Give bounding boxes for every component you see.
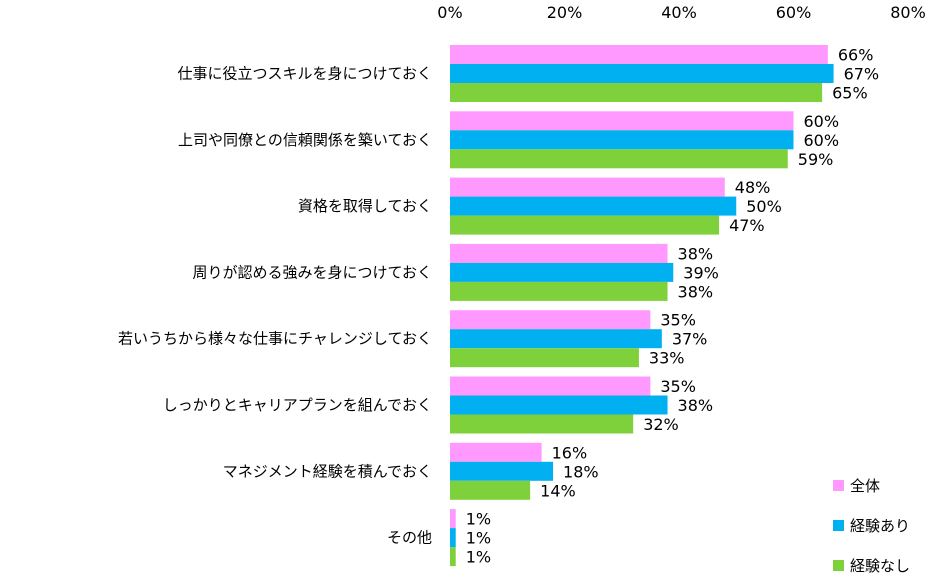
legend-swatch: [833, 480, 844, 491]
data-labels: 66%60%48%38%35%35%16%1%67%60%50%39%37%38…: [466, 46, 879, 567]
category-label: 上司や同僚との信頼関係を築いておく: [178, 131, 432, 149]
x-tick-label: 0%: [437, 3, 462, 22]
category-label: その他: [387, 529, 432, 547]
bar: [450, 281, 668, 301]
data-label: 60%: [804, 131, 840, 150]
bar: [450, 111, 794, 131]
data-label: 18%: [563, 462, 599, 481]
bar: [450, 329, 662, 349]
bar: [450, 149, 788, 169]
bar: [450, 528, 456, 548]
category-label: 周りが認める強みを身につけておく: [192, 263, 432, 281]
bar: [450, 310, 651, 330]
data-label: 60%: [804, 112, 840, 131]
category-label: 仕事に役立つスキルを身につけておく: [177, 65, 432, 83]
bar: [450, 442, 542, 462]
bar: [450, 83, 823, 102]
bar: [450, 243, 668, 263]
legend-label: 全体: [850, 477, 880, 495]
data-label: 37%: [672, 330, 708, 349]
bar: [450, 196, 737, 216]
bar: [450, 376, 651, 396]
data-label: 67%: [844, 65, 880, 84]
bar: [450, 461, 554, 481]
data-label: 16%: [552, 443, 588, 462]
legend-label: 経験あり: [850, 517, 910, 535]
data-label: 1%: [466, 548, 491, 567]
bar: [450, 414, 634, 434]
data-label: 14%: [540, 481, 576, 500]
data-label: 1%: [466, 510, 491, 529]
bar: [450, 348, 639, 368]
legend-label: 経験なし: [850, 557, 910, 575]
data-label: 47%: [729, 216, 765, 235]
legend-swatch: [833, 560, 844, 571]
bar: [450, 547, 456, 567]
data-label: 38%: [678, 244, 714, 263]
bar: [450, 64, 834, 83]
category-label: 若いうちから様々な仕事にチャレンジしておく: [118, 330, 432, 348]
bars: [450, 45, 834, 567]
data-label: 65%: [832, 84, 868, 103]
category-label: マネジメント経験を積んでおく: [223, 462, 432, 480]
data-label: 35%: [660, 377, 696, 396]
data-label: 32%: [643, 415, 679, 434]
x-tick-label: 60%: [776, 3, 812, 22]
x-tick-label: 40%: [661, 3, 697, 22]
bar: [450, 395, 668, 415]
category-labels: 仕事に役立つスキルを身につけておく上司や同僚との信頼関係を築いておく資格を取得し…: [118, 65, 432, 547]
bar: [450, 177, 725, 197]
x-tick-label: 20%: [547, 3, 583, 22]
bar: [450, 262, 674, 282]
bar: [450, 130, 794, 150]
bar: [450, 45, 828, 64]
data-label: 66%: [838, 46, 874, 65]
data-label: 59%: [798, 150, 834, 169]
data-label: 48%: [735, 178, 771, 197]
data-label: 33%: [649, 349, 685, 368]
data-label: 38%: [678, 396, 714, 415]
data-label: 39%: [683, 263, 719, 282]
data-label: 38%: [678, 282, 714, 301]
category-label: しっかりとキャリアプランを組んでおく: [163, 396, 432, 414]
x-axis-ticks: 0% 20% 40% 60% 80%: [437, 3, 925, 22]
data-label: 35%: [660, 311, 696, 330]
bar: [450, 480, 531, 500]
legend-swatch: [833, 520, 844, 531]
x-tick-label: 80%: [890, 3, 926, 22]
category-label: 資格を取得しておく: [298, 197, 432, 215]
bar: [450, 509, 456, 529]
data-label: 1%: [466, 529, 491, 548]
bar: [450, 215, 720, 235]
data-label: 50%: [746, 197, 782, 216]
